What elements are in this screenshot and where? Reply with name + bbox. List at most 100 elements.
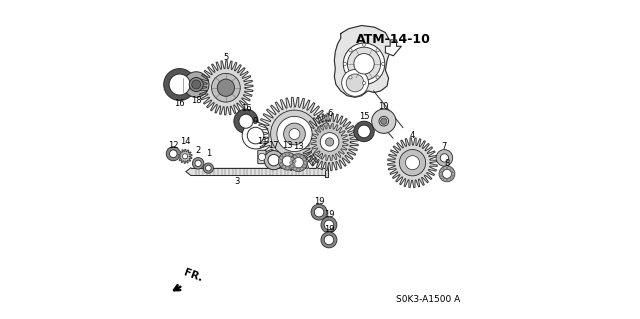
Circle shape bbox=[247, 127, 264, 144]
Circle shape bbox=[376, 76, 379, 79]
Circle shape bbox=[349, 76, 352, 79]
Circle shape bbox=[439, 172, 442, 175]
Circle shape bbox=[297, 168, 300, 171]
Circle shape bbox=[349, 49, 352, 52]
Circle shape bbox=[271, 110, 318, 158]
Circle shape bbox=[192, 80, 201, 89]
Circle shape bbox=[282, 166, 285, 169]
Circle shape bbox=[182, 154, 188, 159]
Circle shape bbox=[303, 165, 306, 168]
Circle shape bbox=[291, 165, 294, 168]
Polygon shape bbox=[199, 61, 253, 115]
Circle shape bbox=[297, 154, 300, 157]
Circle shape bbox=[447, 178, 451, 181]
Text: 12: 12 bbox=[168, 141, 179, 150]
Circle shape bbox=[354, 121, 374, 142]
Circle shape bbox=[184, 72, 209, 97]
Circle shape bbox=[343, 43, 385, 85]
Circle shape bbox=[452, 172, 454, 175]
Circle shape bbox=[372, 109, 396, 133]
Circle shape bbox=[289, 166, 292, 169]
Polygon shape bbox=[186, 168, 191, 175]
FancyBboxPatch shape bbox=[258, 150, 266, 164]
Text: 9: 9 bbox=[253, 117, 258, 126]
Circle shape bbox=[343, 62, 346, 65]
Circle shape bbox=[381, 118, 387, 124]
Text: 4: 4 bbox=[410, 131, 415, 140]
Circle shape bbox=[293, 167, 296, 170]
Polygon shape bbox=[301, 113, 358, 171]
Polygon shape bbox=[178, 149, 192, 163]
Circle shape bbox=[268, 154, 280, 166]
Circle shape bbox=[293, 160, 296, 163]
Circle shape bbox=[321, 232, 337, 248]
Text: 19: 19 bbox=[314, 197, 324, 206]
Circle shape bbox=[264, 151, 284, 170]
Polygon shape bbox=[324, 166, 328, 177]
Circle shape bbox=[376, 49, 379, 52]
Circle shape bbox=[289, 154, 307, 172]
Circle shape bbox=[170, 150, 177, 158]
Text: ATM-14-10: ATM-14-10 bbox=[356, 33, 431, 46]
Text: 6: 6 bbox=[327, 109, 332, 118]
Circle shape bbox=[406, 156, 420, 170]
Text: 7: 7 bbox=[442, 142, 447, 151]
Circle shape bbox=[280, 163, 283, 166]
Circle shape bbox=[346, 74, 364, 92]
Circle shape bbox=[444, 167, 447, 169]
Circle shape bbox=[342, 70, 369, 96]
Text: 1: 1 bbox=[206, 149, 212, 158]
Circle shape bbox=[362, 43, 365, 46]
Circle shape bbox=[292, 156, 295, 159]
Circle shape bbox=[204, 163, 214, 173]
Circle shape bbox=[289, 129, 300, 139]
Text: 16: 16 bbox=[174, 99, 185, 108]
Circle shape bbox=[292, 163, 295, 166]
Circle shape bbox=[447, 167, 451, 169]
Text: 19: 19 bbox=[324, 225, 334, 234]
Circle shape bbox=[279, 160, 282, 163]
Circle shape bbox=[286, 152, 289, 156]
Text: 18: 18 bbox=[191, 96, 202, 105]
Circle shape bbox=[278, 152, 296, 170]
Circle shape bbox=[282, 156, 292, 166]
Circle shape bbox=[212, 73, 240, 102]
Circle shape bbox=[399, 150, 426, 176]
Circle shape bbox=[324, 220, 333, 230]
Circle shape bbox=[362, 81, 365, 85]
Circle shape bbox=[439, 166, 455, 182]
Circle shape bbox=[169, 74, 190, 95]
Circle shape bbox=[303, 158, 306, 161]
Text: 10: 10 bbox=[378, 102, 389, 111]
Circle shape bbox=[444, 178, 447, 181]
Circle shape bbox=[321, 217, 337, 233]
Circle shape bbox=[239, 114, 253, 128]
Circle shape bbox=[293, 158, 303, 168]
Circle shape bbox=[205, 165, 211, 171]
Text: S0K3-A1500 A: S0K3-A1500 A bbox=[396, 295, 460, 304]
Circle shape bbox=[320, 133, 339, 151]
Circle shape bbox=[314, 207, 324, 217]
Polygon shape bbox=[385, 40, 401, 56]
Circle shape bbox=[440, 169, 444, 172]
Polygon shape bbox=[258, 97, 331, 171]
Circle shape bbox=[166, 147, 180, 161]
Circle shape bbox=[451, 169, 454, 172]
Circle shape bbox=[277, 116, 312, 152]
Text: 15: 15 bbox=[359, 112, 369, 121]
Text: 5: 5 bbox=[223, 53, 228, 62]
Circle shape bbox=[195, 160, 202, 167]
Circle shape bbox=[325, 138, 333, 146]
Text: 11: 11 bbox=[257, 137, 267, 146]
Circle shape bbox=[300, 155, 303, 158]
Polygon shape bbox=[334, 26, 390, 97]
Circle shape bbox=[304, 161, 307, 164]
Text: 3: 3 bbox=[234, 177, 240, 186]
Text: 8: 8 bbox=[444, 159, 450, 168]
Circle shape bbox=[290, 161, 293, 164]
Circle shape bbox=[189, 78, 204, 92]
Circle shape bbox=[300, 167, 303, 170]
Circle shape bbox=[282, 153, 285, 157]
Circle shape bbox=[442, 169, 451, 178]
Circle shape bbox=[381, 62, 385, 65]
